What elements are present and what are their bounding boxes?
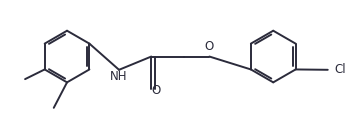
Text: Cl: Cl <box>334 63 346 76</box>
Text: NH: NH <box>110 70 128 83</box>
Text: O: O <box>152 84 161 97</box>
Text: O: O <box>205 40 214 53</box>
